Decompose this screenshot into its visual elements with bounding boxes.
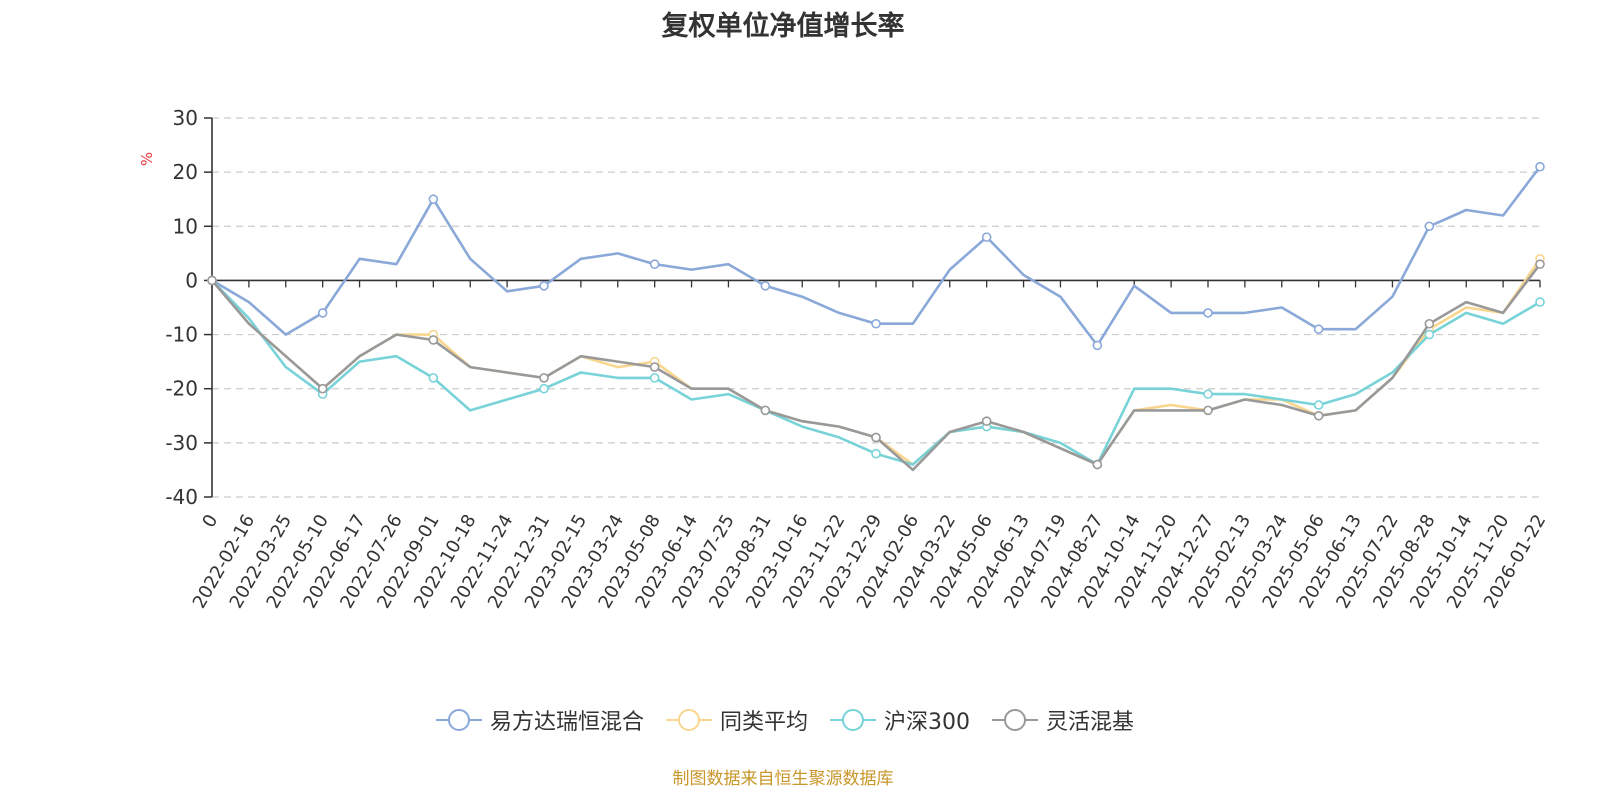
data-point[interactable]	[1424, 221, 1435, 232]
legend-marker-icon	[830, 709, 876, 731]
data-point[interactable]	[871, 432, 881, 443]
data-point[interactable]	[981, 232, 992, 242]
y-tick-label: 30	[173, 106, 198, 130]
legend-item[interactable]: 灵活混基	[992, 704, 1134, 736]
y-tick-label: -20	[165, 377, 198, 401]
data-point[interactable]	[1535, 259, 1545, 269]
data-point[interactable]	[760, 281, 771, 291]
data-point[interactable]	[1313, 400, 1324, 410]
data-point[interactable]	[428, 335, 439, 345]
y-tick-label: -40	[165, 485, 198, 509]
data-point[interactable]	[1092, 459, 1103, 470]
data-point[interactable]	[1203, 308, 1213, 318]
legend-item[interactable]: 沪深300	[830, 704, 970, 736]
data-point[interactable]	[871, 318, 881, 329]
legend-label: 灵活混基	[1046, 710, 1135, 735]
data-point[interactable]	[1424, 318, 1435, 329]
data-point[interactable]	[1203, 389, 1213, 399]
series-lines	[207, 161, 1545, 472]
data-point[interactable]	[539, 373, 549, 383]
data-point[interactable]	[1535, 297, 1545, 307]
data-point[interactable]	[539, 383, 549, 394]
data-point[interactable]	[760, 405, 771, 416]
legend-item[interactable]: 同类平均	[665, 704, 808, 736]
data-point[interactable]	[1313, 324, 1324, 334]
series-3	[207, 259, 1545, 472]
y-tick-label: 0	[185, 268, 198, 292]
chart-title: 复权单位净值增长率	[661, 11, 905, 42]
data-source-note: 制图数据来自恒生聚源数据库	[672, 769, 894, 789]
y-tick-label: 20	[173, 160, 198, 184]
legend-marker-icon	[665, 709, 712, 731]
data-point[interactable]	[649, 362, 660, 372]
data-point[interactable]	[981, 416, 992, 427]
data-point[interactable]	[649, 259, 660, 269]
axes	[204, 117, 1541, 498]
data-point[interactable]	[1535, 161, 1545, 172]
data-point[interactable]	[1313, 410, 1324, 421]
series-line	[210, 165, 1542, 347]
legend-marker-icon	[435, 709, 482, 731]
y-tick-label: 10	[173, 214, 198, 238]
line-chart: 3020100-10-20-30-4002022-02-162022-03-25…	[165, 106, 1550, 612]
legend-label: 易方达瑞恒混合	[489, 710, 644, 735]
data-point[interactable]	[428, 373, 439, 383]
legend-marker-icon	[992, 709, 1038, 731]
series-0	[207, 161, 1545, 351]
data-point[interactable]	[317, 383, 328, 394]
data-point[interactable]	[1424, 329, 1435, 340]
data-point[interactable]	[539, 281, 549, 291]
legend: 易方达瑞恒混合 同类平均 沪深300 灵活混基	[0, 704, 1570, 736]
data-point[interactable]	[1092, 340, 1103, 351]
legend-label: 同类平均	[719, 710, 808, 735]
y-tick-label: -10	[165, 323, 198, 347]
data-point[interactable]	[871, 448, 881, 459]
data-point[interactable]	[1203, 405, 1213, 416]
legend-label: 沪深300	[884, 710, 970, 735]
data-point[interactable]	[649, 373, 660, 383]
data-point[interactable]	[428, 194, 439, 205]
data-point[interactable]	[317, 308, 328, 318]
data-point[interactable]	[207, 275, 217, 286]
y-tick-label: -30	[165, 431, 198, 455]
x-tick-label: 0	[198, 511, 222, 531]
legend-item[interactable]: 易方达瑞恒混合	[435, 704, 644, 736]
